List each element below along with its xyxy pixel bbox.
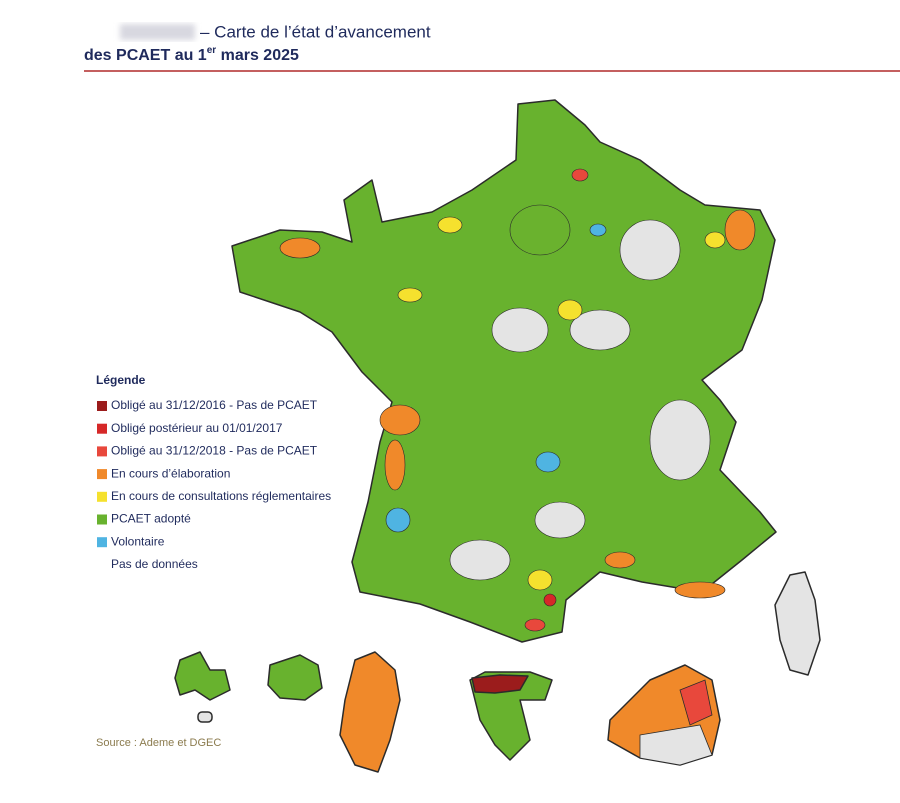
title-sup: er [207,45,217,56]
overseas-maps [174,651,721,773]
legend-swatch [97,469,107,480]
legend-label: Volontaire [111,534,165,548]
legend-swatch [97,423,107,434]
legend-swatch [97,401,107,411]
legend-label: En cours d’élaboration [111,466,230,480]
legend-swatch [97,491,107,502]
title-line1: – Carte de l’état d’avancement [200,22,431,41]
legend-label: Obligé au 31/12/2018 - Pas de PCAET [111,444,318,458]
legend-label: En cours de consultations réglementaires [111,489,331,503]
source: Source : Ademe et DGEC [96,737,221,749]
legend-label: PCAET adopté [111,512,191,526]
legend-swatch [97,537,107,548]
title-line2: des PCAET au 1er mars 2025 [84,45,299,65]
mainland-map [231,99,821,676]
legend-label: Obligé au 31/12/2016 - Pas de PCAET [111,398,318,412]
legend-swatch [97,446,107,457]
redacted [120,24,195,40]
legend-swatch [97,559,107,570]
legend-label: Obligé postérieur au 01/01/2017 [111,421,283,435]
title-part: des PCAET au 1 [84,47,207,64]
title-part: mars 2025 [216,47,299,64]
legend-label: Pas de données [111,557,198,571]
legend: Légende Obligé au 31/12/2016 - Pas de PC… [96,373,331,571]
legend-title: Légende [96,373,146,387]
legend-swatch [97,514,107,525]
